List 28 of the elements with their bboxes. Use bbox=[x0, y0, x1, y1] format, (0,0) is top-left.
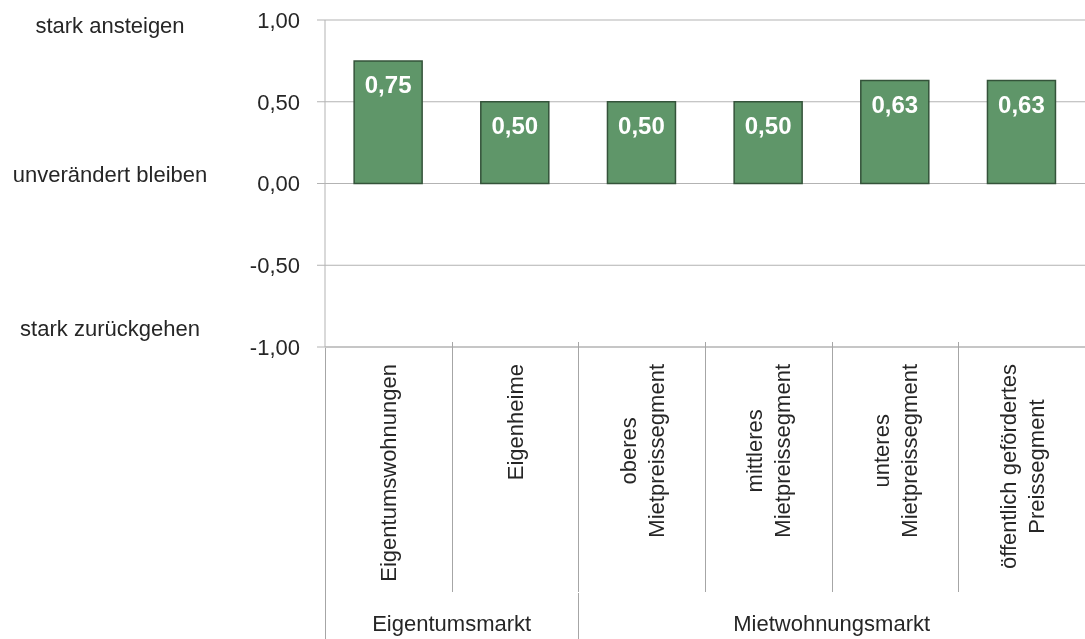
bar bbox=[733, 101, 803, 185]
data-label: 0,50 bbox=[618, 112, 665, 140]
x-tick-label: oberes Mietpreissegment bbox=[615, 363, 669, 538]
y-tick-label: 0,00 bbox=[257, 171, 300, 197]
x-tick-label: unteres Mietpreissegment bbox=[868, 363, 922, 538]
y-tick-label: 1,00 bbox=[257, 7, 300, 33]
data-label: 0,50 bbox=[491, 112, 539, 140]
data-label: 0,63 bbox=[998, 91, 1045, 118]
data-label: 0,50 bbox=[744, 112, 792, 140]
text: Eigentumsmarkt bbox=[372, 610, 532, 636]
x-tick-label: Eigenheime bbox=[502, 364, 528, 481]
text: stark ansteigen bbox=[35, 12, 185, 38]
bar bbox=[353, 60, 423, 185]
x-tick-label: mittleres Mietpreissegment bbox=[741, 363, 795, 538]
bar bbox=[606, 101, 677, 185]
y-tick-label: 0,50 bbox=[257, 89, 300, 115]
bar bbox=[860, 79, 930, 185]
bar bbox=[480, 101, 550, 185]
text: unverändert bleiben bbox=[12, 161, 208, 187]
data-label: 0,75 bbox=[364, 71, 412, 99]
y-tick-label: -1,00 bbox=[249, 334, 300, 360]
x-tick-label: Eigentumswohnungen bbox=[375, 364, 401, 582]
y-tick-label: -0,50 bbox=[249, 253, 300, 279]
data-label: 0,63 bbox=[871, 91, 919, 118]
x-tick-label: öffentlich gefördertes Preissegment bbox=[995, 364, 1049, 570]
text: stark zurückgehen bbox=[20, 315, 200, 341]
bar bbox=[986, 79, 1057, 185]
text: Mietwohnungsmarkt bbox=[733, 610, 931, 636]
